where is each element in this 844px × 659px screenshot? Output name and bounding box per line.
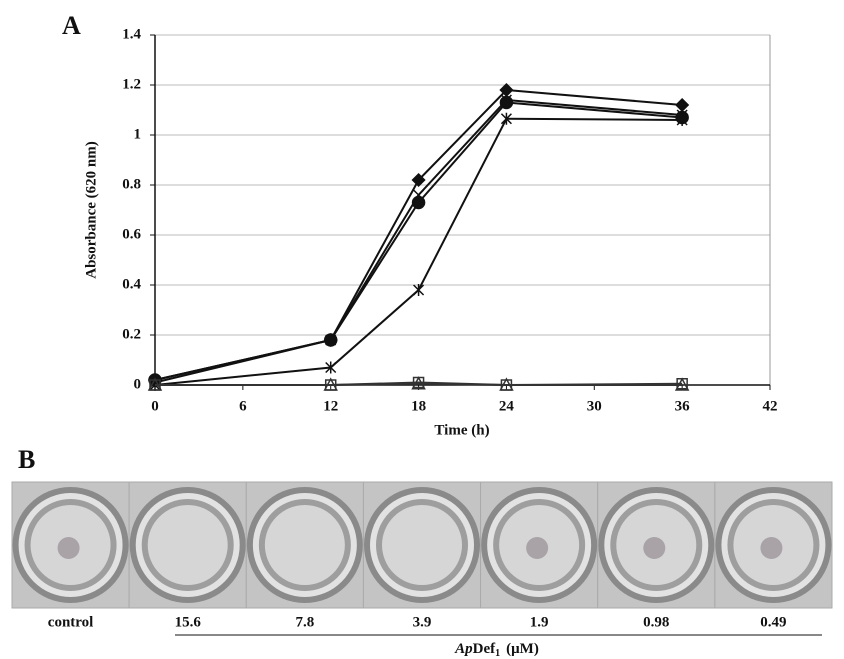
well-bottom: [147, 505, 228, 585]
x-tick-label: 12: [323, 398, 338, 414]
well-label: 0.98: [643, 614, 669, 630]
y-tick-label: 0.4: [122, 276, 141, 292]
well-label: 7.8: [295, 614, 314, 630]
marker: [325, 361, 337, 374]
label-part: Ap: [454, 641, 473, 657]
y-tick-label: 1.4: [122, 26, 141, 42]
marker: [147, 377, 163, 391]
x-tick-label: 24: [499, 398, 515, 414]
label-part: Def: [473, 641, 496, 657]
plate-axis-label: ApDef1 (μM): [454, 641, 539, 659]
well-label: 0.49: [760, 614, 786, 630]
cell-pellet: [643, 537, 666, 559]
marker: [413, 284, 425, 296]
well-label: 3.9: [413, 614, 432, 630]
label-part: 1: [495, 648, 500, 659]
y-tick-label: 0.2: [122, 326, 141, 342]
marker: [499, 95, 514, 110]
marker: [325, 334, 337, 346]
y-tick-label: 1.2: [122, 76, 141, 92]
well-bottom: [382, 505, 462, 585]
marker: [413, 189, 425, 201]
series-line: [154, 98, 683, 384]
x-tick-label: 42: [763, 398, 778, 414]
marker: [323, 377, 338, 391]
x-tick-label: 18: [411, 398, 426, 414]
marker: [411, 376, 426, 390]
y-tick-label: 0: [134, 376, 142, 392]
series-line: [155, 382, 683, 386]
y-tick-label: 0.6: [122, 226, 141, 242]
well-label: 15.6: [175, 614, 202, 630]
well-label: 1.9: [530, 614, 549, 630]
x-tick-label: 36: [675, 398, 691, 414]
marker: [500, 94, 512, 106]
y-axis-title: Absorbance (620 nm): [83, 141, 99, 279]
series-line: [154, 101, 683, 381]
panel-label: A: [62, 11, 81, 40]
marker: [674, 377, 690, 391]
marker: [411, 172, 426, 188]
marker: [500, 112, 512, 125]
x-tick-label: 6: [239, 398, 247, 414]
marker: [499, 377, 514, 391]
marker: [676, 114, 688, 126]
panel-label: B: [18, 445, 35, 474]
cell-pellet: [57, 537, 80, 559]
cell-pellet: [526, 537, 549, 559]
label-part: (μM): [506, 641, 539, 657]
x-tick-label: 30: [587, 398, 602, 414]
marker: [675, 97, 690, 113]
x-tick-label: 0: [151, 398, 159, 414]
series-line: [154, 117, 683, 386]
well-label: control: [48, 614, 94, 630]
y-tick-label: 1: [134, 126, 142, 142]
y-tick-label: 0.8: [122, 176, 141, 192]
cell-pellet: [760, 537, 783, 559]
well-bottom: [264, 505, 345, 585]
x-axis-title: Time (h): [434, 422, 489, 438]
